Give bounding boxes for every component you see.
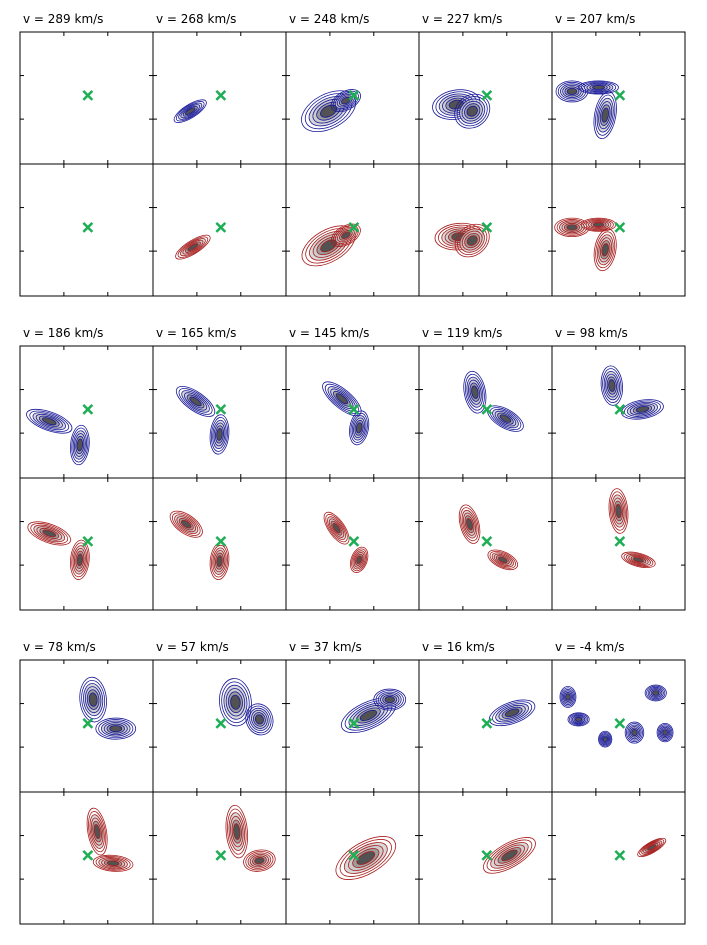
marker-x-icon: [614, 717, 626, 729]
marker-x-icon: [215, 221, 227, 233]
channel-panel-receding: [285, 791, 420, 925]
channel-panel-receding: [152, 163, 287, 297]
channel-velocity-label: v = 57 km/s: [156, 640, 229, 654]
marker-x-icon: [348, 717, 360, 729]
marker-x-icon: [215, 89, 227, 101]
channel-velocity-label: v = -4 km/s: [555, 640, 625, 654]
marker-x-icon: [82, 89, 94, 101]
channel-velocity-label: v = 248 km/s: [289, 12, 369, 26]
marker-x-icon: [481, 717, 493, 729]
channel-panel-receding: [551, 477, 686, 611]
channel-panel-approaching: [152, 659, 287, 793]
channel-velocity-label: v = 165 km/s: [156, 326, 236, 340]
channel-panel-receding: [418, 477, 553, 611]
channel-panel-receding: [551, 163, 686, 297]
marker-x-icon: [614, 535, 626, 547]
marker-x-icon: [348, 89, 360, 101]
channel-panel-approaching: [285, 345, 420, 479]
channel-panel-approaching: [418, 345, 553, 479]
channel-velocity-label: v = 78 km/s: [23, 640, 96, 654]
channel-panel-approaching: [19, 31, 154, 165]
marker-x-icon: [215, 535, 227, 547]
marker-x-icon: [215, 849, 227, 861]
marker-x-icon: [481, 403, 493, 415]
marker-x-icon: [614, 403, 626, 415]
marker-x-icon: [82, 849, 94, 861]
channel-panel-receding: [152, 791, 287, 925]
channel-velocity-label: v = 119 km/s: [422, 326, 502, 340]
channel-panel-approaching: [285, 31, 420, 165]
channel-panel-approaching: [418, 31, 553, 165]
channel-velocity-label: v = 268 km/s: [156, 12, 236, 26]
marker-x-icon: [481, 849, 493, 861]
channel-velocity-label: v = 186 km/s: [23, 326, 103, 340]
marker-x-icon: [481, 89, 493, 101]
marker-x-icon: [348, 849, 360, 861]
marker-x-icon: [614, 89, 626, 101]
channel-velocity-label: v = 289 km/s: [23, 12, 103, 26]
channel-panel-receding: [19, 163, 154, 297]
channel-panel-approaching: [551, 345, 686, 479]
channel-panel-receding: [285, 477, 420, 611]
marker-x-icon: [82, 221, 94, 233]
marker-x-icon: [481, 221, 493, 233]
channel-panel-approaching: [551, 31, 686, 165]
channel-velocity-label: v = 207 km/s: [555, 12, 635, 26]
channel-panel-approaching: [152, 345, 287, 479]
marker-x-icon: [82, 717, 94, 729]
channel-panel-receding: [152, 477, 287, 611]
channel-panel-receding: [19, 477, 154, 611]
channel-panel-approaching: [152, 31, 287, 165]
channel-panel-approaching: [418, 659, 553, 793]
marker-x-icon: [348, 403, 360, 415]
channel-panel-approaching: [285, 659, 420, 793]
marker-x-icon: [82, 403, 94, 415]
marker-x-icon: [215, 717, 227, 729]
channel-panel-receding: [19, 791, 154, 925]
channel-velocity-label: v = 37 km/s: [289, 640, 362, 654]
channel-panel-receding: [418, 791, 553, 925]
marker-x-icon: [215, 403, 227, 415]
channel-panel-approaching: [19, 345, 154, 479]
marker-x-icon: [614, 849, 626, 861]
channel-panel-approaching: [551, 659, 686, 793]
marker-x-icon: [614, 221, 626, 233]
marker-x-icon: [82, 535, 94, 547]
channel-velocity-label: v = 16 km/s: [422, 640, 495, 654]
marker-x-icon: [348, 221, 360, 233]
marker-x-icon: [348, 535, 360, 547]
channel-panel-receding: [418, 163, 553, 297]
channel-panel-receding: [285, 163, 420, 297]
channel-panel-approaching: [19, 659, 154, 793]
marker-x-icon: [481, 535, 493, 547]
channel-velocity-label: v = 145 km/s: [289, 326, 369, 340]
channel-panel-receding: [551, 791, 686, 925]
channel-velocity-label: v = 227 km/s: [422, 12, 502, 26]
channel-velocity-label: v = 98 km/s: [555, 326, 628, 340]
